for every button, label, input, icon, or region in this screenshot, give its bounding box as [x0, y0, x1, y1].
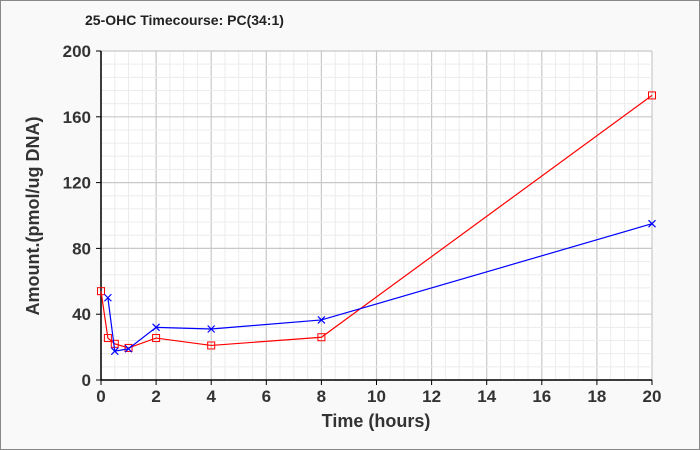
- data-point-square: [648, 91, 656, 100]
- y-tick-label: 0: [82, 371, 91, 390]
- series-red: [97, 91, 656, 352]
- data-point-x: [207, 325, 216, 333]
- y-axis-label: Amount.(pmol/ug DNA): [23, 117, 43, 316]
- series-red-line: [100, 94, 653, 349]
- data-point-square: [317, 333, 326, 342]
- x-tick-label: 8: [317, 387, 326, 406]
- x-tick-label: 2: [151, 387, 160, 406]
- data-point-square: [207, 341, 216, 350]
- data-point-x: [152, 323, 161, 332]
- x-tick-label: 18: [587, 387, 606, 406]
- y-tick-label: 160: [63, 108, 91, 127]
- y-tick-label: 80: [72, 239, 91, 258]
- data-point-square: [103, 334, 112, 343]
- x-tick-label: 10: [367, 387, 386, 406]
- data-point-square: [152, 334, 161, 343]
- y-tick-label: 120: [63, 174, 91, 193]
- x-tick-label: 20: [643, 387, 662, 406]
- data-point-x: [110, 347, 119, 356]
- chart-title: 25-OHC Timecourse: PC(34:1): [85, 12, 284, 28]
- x-tick-label: 0: [96, 387, 105, 406]
- x-tick-label: 16: [532, 387, 551, 406]
- data-point-x: [103, 293, 112, 302]
- series-blue: [103, 219, 656, 356]
- data-point-square: [97, 287, 105, 296]
- x-tick-label: 12: [422, 387, 441, 406]
- x-tick-label: 6: [262, 387, 271, 406]
- x-axis-label: Time (hours): [322, 411, 431, 431]
- y-tick-label: 200: [63, 42, 91, 61]
- y-tick-label: 40: [72, 305, 91, 324]
- data-point-x: [124, 344, 133, 353]
- data-point-x: [317, 316, 326, 324]
- x-tick-label: 4: [206, 387, 216, 406]
- data-point-square: [124, 343, 133, 352]
- data-point-x: [648, 219, 656, 228]
- x-tick-label: 14: [477, 387, 496, 406]
